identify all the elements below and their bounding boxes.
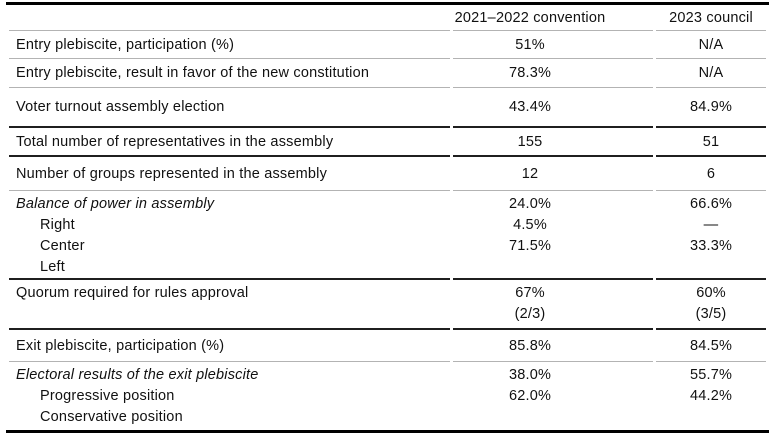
row-label: Total number of representatives in the a…	[9, 128, 450, 157]
row-label: Number of groups represented in the asse…	[9, 157, 450, 191]
row-label: Quorum required for rules approval	[9, 280, 450, 330]
value-convention-group: 38.0% 62.0%	[453, 362, 653, 430]
value-line: 71.5%	[508, 238, 552, 254]
group-sublabel: Conservative position	[40, 409, 183, 425]
value-line: 67%	[515, 285, 545, 301]
group-label: Electoral results of the exit plebiscite	[16, 367, 259, 383]
value-convention: 43.4%	[453, 88, 653, 128]
value-convention: 12	[453, 157, 653, 191]
table-row: Voter turnout assembly election 43.4% 84…	[9, 88, 766, 128]
value-council: N/A	[656, 31, 766, 59]
value-line: 62.0%	[508, 388, 552, 404]
value-line: —	[703, 217, 719, 233]
row-label-group: Electoral results of the exit plebiscite…	[9, 362, 450, 430]
value-convention-group: 67% (2/3)	[453, 280, 653, 330]
table-row: Entry plebiscite, result in favor of the…	[9, 59, 766, 88]
value-council: 6	[656, 157, 766, 191]
value-line: 33.3%	[689, 238, 733, 254]
value-convention: 155	[453, 128, 653, 157]
value-convention-group: 24.0% 4.5% 71.5%	[453, 191, 653, 280]
table-row: Entry plebiscite, participation (%) 51% …	[9, 31, 766, 59]
row-label: Exit plebiscite, participation (%)	[9, 330, 450, 362]
group-sublabel: Left	[40, 259, 65, 275]
column-header-council: 2023 council	[656, 5, 766, 31]
value-line: 55.7%	[689, 367, 733, 383]
value-convention: 78.3%	[453, 59, 653, 88]
table-row-group: Balance of power in assembly Right Cente…	[9, 191, 766, 280]
header-empty-cell	[9, 5, 450, 31]
value-line: 38.0%	[508, 367, 552, 383]
value-line: 24.0%	[508, 196, 552, 212]
value-council-group: 66.6% — 33.3%	[656, 191, 766, 280]
table-header-row: 2021–2022 convention 2023 council	[9, 5, 766, 31]
group-sublabel: Center	[40, 238, 85, 254]
value-council: 84.9%	[656, 88, 766, 128]
group-label: Quorum required for rules approval	[16, 285, 249, 301]
group-sublabel: Progressive position	[40, 388, 175, 404]
group-sublabel: Right	[40, 217, 75, 233]
row-label-group: Balance of power in assembly Right Cente…	[9, 191, 450, 280]
value-line: 4.5%	[513, 217, 547, 233]
value-convention: 85.8%	[453, 330, 653, 362]
column-header-convention: 2021–2022 convention	[453, 5, 653, 31]
value-council: 51	[656, 128, 766, 157]
table-row-group: Electoral results of the exit plebiscite…	[9, 362, 766, 430]
value-council-group: 55.7% 44.2%	[656, 362, 766, 430]
value-council: N/A	[656, 59, 766, 88]
row-label: Entry plebiscite, participation (%)	[9, 31, 450, 59]
value-council-group: 60% (3/5)	[656, 280, 766, 330]
value-council: 84.5%	[656, 330, 766, 362]
row-label: Voter turnout assembly election	[9, 88, 450, 128]
value-line: 60%	[696, 285, 726, 301]
table-row-group: Quorum required for rules approval 67% (…	[9, 280, 766, 330]
table-row: Number of groups represented in the asse…	[9, 157, 766, 191]
value-line: 66.6%	[689, 196, 733, 212]
table-row: Exit plebiscite, participation (%) 85.8%…	[9, 330, 766, 362]
results-table: 2021–2022 convention 2023 council Entry …	[6, 2, 769, 433]
value-line: (2/3)	[514, 306, 546, 322]
value-convention: 51%	[453, 31, 653, 59]
table-row: Total number of representatives in the a…	[9, 128, 766, 157]
value-line: 44.2%	[689, 388, 733, 404]
row-label: Entry plebiscite, result in favor of the…	[9, 59, 450, 88]
value-line: (3/5)	[695, 306, 727, 322]
group-label: Balance of power in assembly	[16, 196, 215, 212]
